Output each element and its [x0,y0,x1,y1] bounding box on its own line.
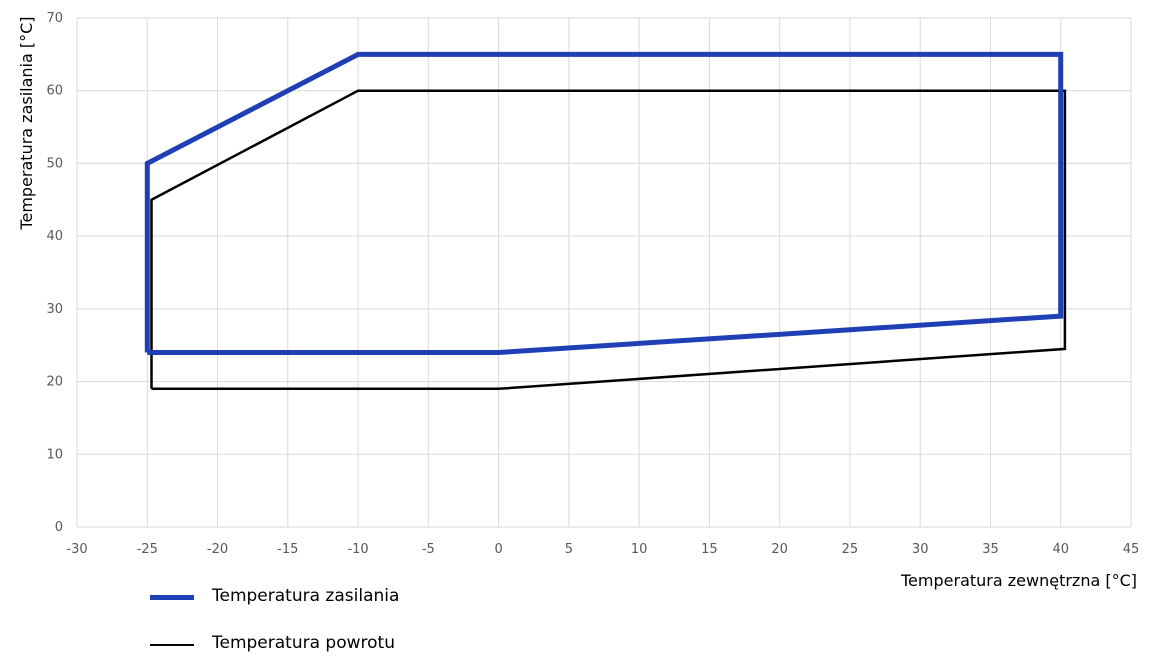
legend-swatch-return [150,644,194,646]
x-tick-label: -10 [347,542,368,557]
y-tick-label: 40 [46,229,63,244]
y-tick-label: 20 [46,375,63,390]
x-axis-title: Temperatura zewnętrzna [°C] [900,571,1137,590]
x-tick-label: -5 [422,542,435,557]
y-tick-label: 0 [55,520,63,535]
y-tick-label: 30 [46,302,63,317]
x-tick-label: 20 [771,542,788,557]
legend-swatch-supply [150,595,194,600]
series-line-return [150,89,1067,391]
x-tick-label: -15 [277,542,298,557]
x-tick-label: -20 [207,542,228,557]
x-tick-label: 5 [565,542,573,557]
x-tick-label: 25 [842,542,859,557]
series-lines [144,51,1067,391]
y-tick-label: 10 [46,447,63,462]
x-tick-label: 10 [631,542,648,557]
x-tick-label: -25 [137,542,158,557]
legend-label-return: Temperatura powrotu [212,633,395,653]
x-tick-label: 45 [1123,542,1140,557]
y-tick-label: 60 [46,84,63,99]
legend-label-supply: Temperatura zasilania [212,586,400,606]
x-tick-label: -30 [66,542,87,557]
y-axis-title: Temperatura zasilania [°C] [17,16,36,230]
tick-labels: -30 -25 -20 -15 -10 -5 0 5 10 15 20 25 30 35 40 45 0 10 20… [46,11,1139,557]
legend-item-return: Temperatura powrotu [150,629,550,659]
legend-item-supply: Temperatura zasilania [150,582,550,612]
x-tick-label: 35 [982,542,999,557]
x-tick-label: 30 [912,542,929,557]
y-tick-label: 50 [46,156,63,171]
y-tick-label: 70 [46,11,63,26]
x-tick-label: 15 [701,542,718,557]
x-tick-label: 0 [494,542,502,557]
series-line-supply [144,51,1064,355]
x-tick-label: 40 [1052,542,1069,557]
